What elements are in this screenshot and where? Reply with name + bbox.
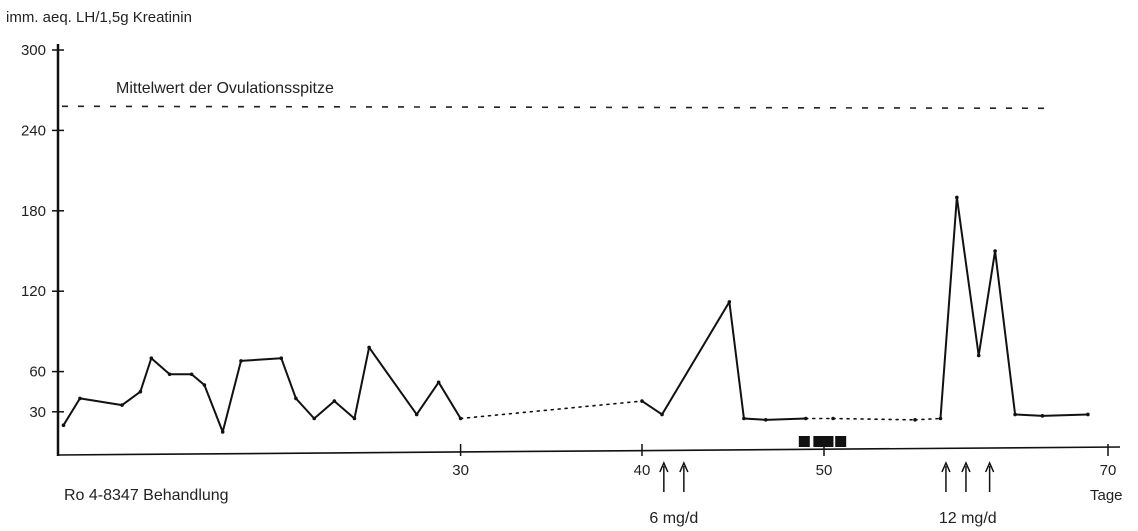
data-point [352,416,357,421]
data-point [78,396,82,401]
series-segment [240,357,283,362]
series-segment [150,357,171,376]
treatment-label: Ro 4-8347 Behandlung [64,487,229,504]
series-segment [764,417,807,421]
dose-arrow-head [679,461,689,473]
series-segment [994,250,1017,416]
data-point [414,412,419,417]
y-ticks: 30 60 120 180 240 300 [21,42,64,421]
data-point [993,249,997,253]
ovulation-mean-line [61,105,1046,110]
data-point [938,416,943,421]
series-segment [1041,413,1089,417]
data-point [220,430,225,434]
series-segment [641,400,664,416]
series-segment [437,381,462,420]
y-tick-label: 180 [21,203,46,220]
series-segment [190,373,206,386]
data-point [61,423,66,428]
menses-block [813,436,825,447]
data-point [332,399,337,403]
data-point [202,383,207,387]
data-point [1086,412,1090,417]
data-point [976,353,981,358]
series-segment [294,397,316,420]
data-point [312,416,317,421]
menses-block [835,436,847,447]
y-axis-title: imm. aeq. LH/1,5g Kreatinin [6,9,192,26]
menses-markers [798,436,847,447]
series-segment [728,300,745,420]
x-tick-label: 50 [816,462,833,479]
data-point [367,345,371,350]
lh-series [62,196,1089,433]
data-point [1013,412,1017,417]
dose-annotations: 6 mg/d 12 mg/d [649,461,997,527]
dose-arrow-head [941,461,951,473]
series-segment [139,357,153,393]
y-tick-label: 120 [21,283,46,300]
series-segment-dotted [914,417,942,421]
series-segment [742,417,767,421]
data-point [763,418,768,422]
data-point [149,356,154,361]
data-point [804,416,808,421]
data-point [167,372,172,377]
x-ticks: 30 40 50 70 [452,444,1116,479]
ovulation-mean-label: Mittelwert der Ovulationsspitze [116,80,334,97]
x-tick-label: 30 [452,462,469,479]
series-segment-dotted [459,400,643,420]
y-tick-label: 300 [21,42,46,59]
data-point [458,416,463,421]
series-segment [121,390,142,407]
data-point [742,416,746,421]
series-segment [368,346,418,416]
series-segment-dotted [832,417,916,421]
dose-label: 12 mg/d [939,510,997,527]
dose-label: 6 mg/d [649,510,698,527]
x-axis-line [57,446,1121,456]
menses-block [822,436,834,447]
series-segment [333,400,356,420]
series-segment [661,300,731,416]
series-segment [939,196,958,420]
data-point [120,403,124,407]
series-segment [78,397,124,407]
menses-block [798,436,810,447]
data-point [138,389,143,394]
data-point [189,372,194,377]
lh-points [61,195,1090,434]
data-point [913,418,917,422]
series-segment [313,400,336,420]
series-segment [955,196,980,357]
x-tick-label: 70 [1100,462,1117,479]
x-axis-title: Tage [1090,487,1123,504]
dose-arrow-head [961,461,971,473]
y-tick-label: 60 [29,364,46,381]
data-point [294,396,298,401]
series-segment [1014,413,1044,417]
series-segment [415,381,440,416]
data-point [1040,414,1045,418]
data-point [831,416,835,421]
data-point [436,380,441,385]
series-segment [221,359,242,433]
series-segment [203,384,224,433]
series-segment [62,397,81,427]
data-point [279,356,284,361]
y-tick-label: 30 [29,404,46,421]
series-segment [353,346,371,420]
series-segment [977,250,997,357]
data-point [239,359,243,363]
data-point [727,300,732,304]
y-tick-label: 240 [21,122,46,139]
series-segment [280,357,297,400]
data-point [955,195,959,200]
dose-arrow-head [984,461,995,473]
data-point [640,399,644,403]
data-point [660,412,664,417]
x-tick-label: 40 [634,462,651,479]
dose-arrow-head [659,461,669,473]
